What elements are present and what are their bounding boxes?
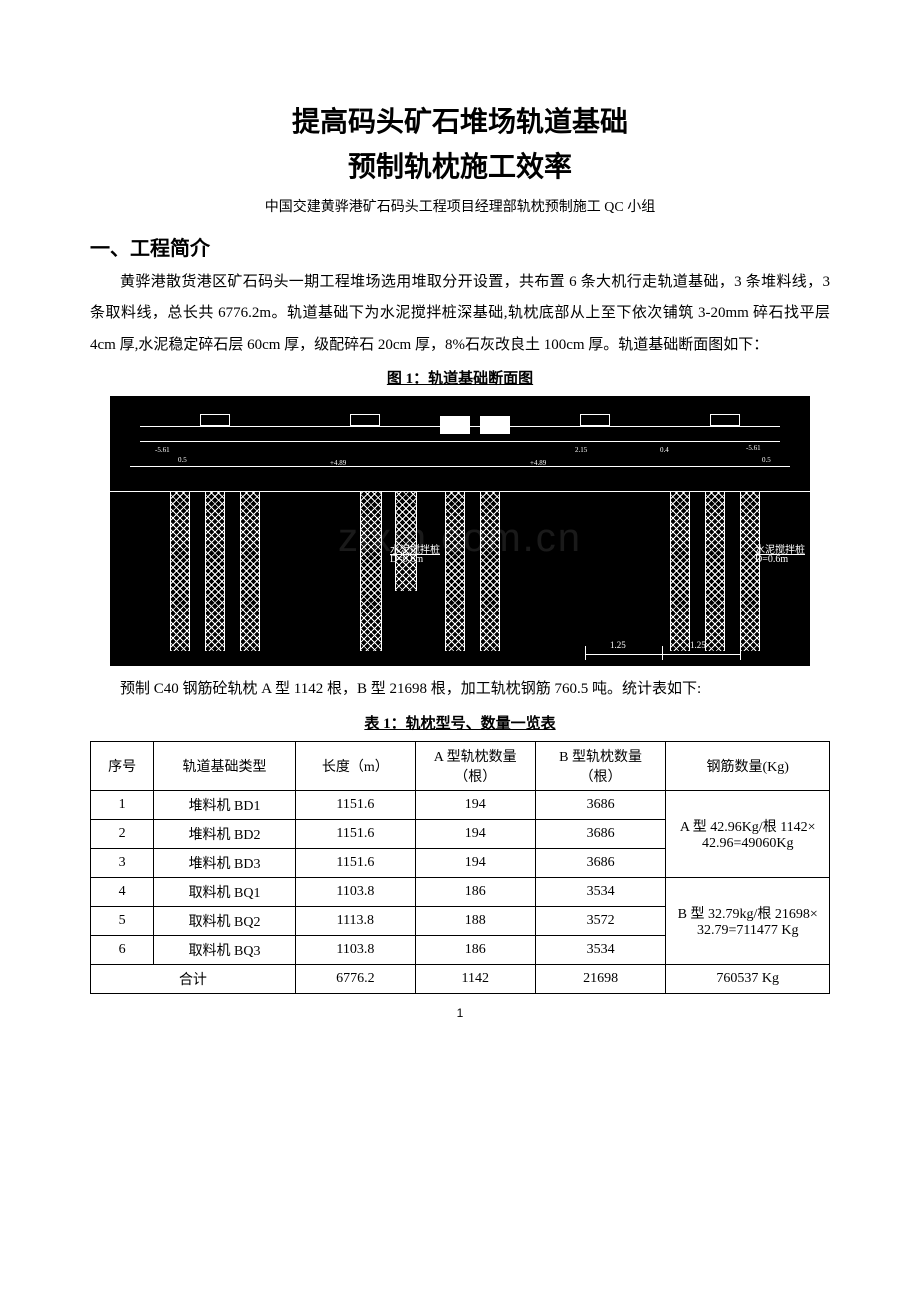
- cell-b: 3686: [535, 848, 666, 877]
- paragraph-1: 黄骅港散货港区矿石码头一期工程堆场选用堆取分开设置，共布置 6 条大机行走轨道基…: [90, 267, 830, 362]
- cell-total-a: 1142: [415, 964, 535, 993]
- page-number: 1: [90, 1006, 830, 1020]
- cell-type: 取料机 BQ1: [154, 877, 296, 906]
- th-b: B 型轨枕数量（根）: [535, 741, 666, 790]
- dim-125-b: 1.25: [690, 640, 706, 650]
- cell-type: 取料机 BQ3: [154, 935, 296, 964]
- cell-len: 1103.8: [295, 935, 415, 964]
- cell-b: 3534: [535, 877, 666, 906]
- cell-len: 1151.6: [295, 790, 415, 819]
- cell-type: 堆料机 BD2: [154, 819, 296, 848]
- cell-total-steel: 760537 Kg: [666, 964, 830, 993]
- dim-125-a: 1.25: [610, 640, 626, 650]
- section-1-heading: 一、工程简介: [90, 232, 830, 261]
- pile-d-left: D=0.6m: [390, 554, 423, 565]
- cell-seq: 2: [91, 819, 154, 848]
- cell-len: 1113.8: [295, 906, 415, 935]
- cell-b: 3534: [535, 935, 666, 964]
- cell-seq: 6: [91, 935, 154, 964]
- cell-b: 3686: [535, 819, 666, 848]
- pile-d-right: D=0.6m: [755, 554, 788, 565]
- th-steel: 钢筋数量(Kg): [666, 741, 830, 790]
- th-type: 轨道基础类型: [154, 741, 296, 790]
- paragraph-2: 预制 C40 钢筋砼轨枕 A 型 1142 根，B 型 21698 根，加工轨枕…: [90, 674, 830, 706]
- cell-len: 1103.8: [295, 877, 415, 906]
- table-1: 序号 轨道基础类型 长度（m） A 型轨枕数量（根） B 型轨枕数量（根） 钢筋…: [90, 741, 830, 994]
- table-header-row: 序号 轨道基础类型 长度（m） A 型轨枕数量（根） B 型轨枕数量（根） 钢筋…: [91, 741, 830, 790]
- doc-title-line1: 提高码头矿石堆场轨道基础: [90, 100, 830, 145]
- cell-type: 堆料机 BD3: [154, 848, 296, 877]
- cell-a: 194: [415, 819, 535, 848]
- cell-len: 1151.6: [295, 819, 415, 848]
- organization-line: 中国交建黄骅港矿石码头工程项目经理部轨枕预制施工 QC 小组: [90, 196, 830, 216]
- cell-type: 堆料机 BD1: [154, 790, 296, 819]
- figure-1-caption: 图 1：轨道基础断面图: [90, 367, 830, 388]
- cell-a: 194: [415, 848, 535, 877]
- cell-seq: 5: [91, 906, 154, 935]
- cell-total-len: 6776.2: [295, 964, 415, 993]
- th-a: A 型轨枕数量（根）: [415, 741, 535, 790]
- doc-title-line2: 预制轨枕施工效率: [90, 145, 830, 190]
- cell-a: 186: [415, 935, 535, 964]
- cell-seq: 3: [91, 848, 154, 877]
- cell-total-label: 合计: [91, 964, 296, 993]
- cell-steel-group1: A 型 42.96Kg/根 1142× 42.96=49060Kg: [666, 790, 830, 877]
- th-len: 长度（m）: [295, 741, 415, 790]
- cell-b: 3572: [535, 906, 666, 935]
- cell-total-b: 21698: [535, 964, 666, 993]
- th-seq: 序号: [91, 741, 154, 790]
- cell-a: 186: [415, 877, 535, 906]
- cell-b: 3686: [535, 790, 666, 819]
- table-total-row: 合计 6776.2 1142 21698 760537 Kg: [91, 964, 830, 993]
- cell-steel-group2: B 型 32.79kg/根 21698× 32.79=711477 Kg: [666, 877, 830, 964]
- cell-seq: 4: [91, 877, 154, 906]
- table-1-caption: 表 1：轨枕型号、数量一览表: [90, 712, 830, 733]
- cell-len: 1151.6: [295, 848, 415, 877]
- cell-a: 188: [415, 906, 535, 935]
- table-row: 1 堆料机 BD1 1151.6 194 3686 A 型 42.96Kg/根 …: [91, 790, 830, 819]
- cell-type: 取料机 BQ2: [154, 906, 296, 935]
- cell-a: 194: [415, 790, 535, 819]
- figure-1-cross-section: 水泥搅拌桩 D=0.6m 水泥搅拌桩 D=0.6m 1.25 1.25 -5.6…: [110, 396, 810, 666]
- table-row: 4 取料机 BQ1 1103.8 186 3534 B 型 32.79kg/根 …: [91, 877, 830, 906]
- cell-seq: 1: [91, 790, 154, 819]
